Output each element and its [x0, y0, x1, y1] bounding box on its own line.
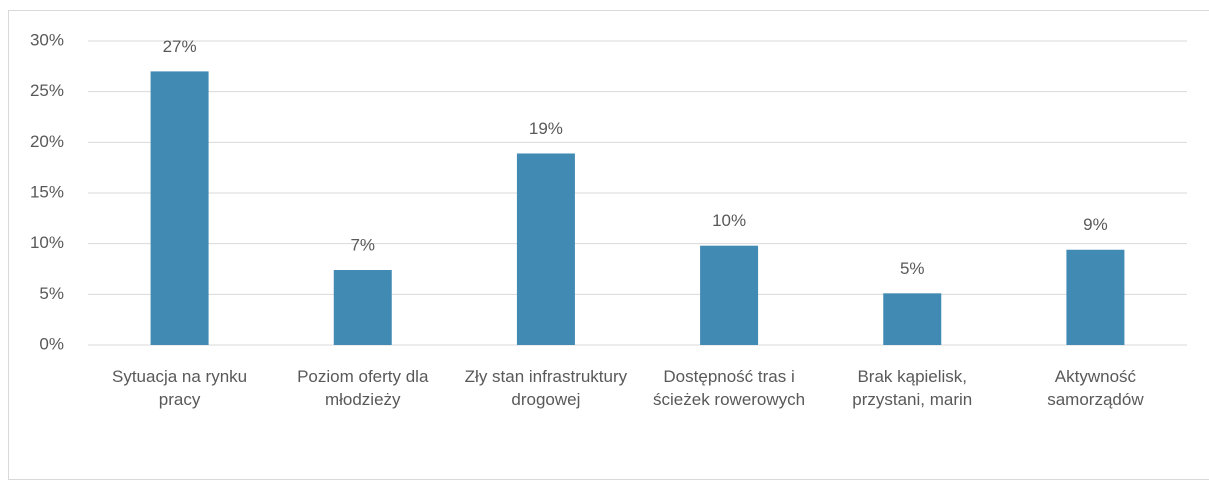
x-tick-label: Brak kąpielisk, przystani, marin	[852, 367, 973, 409]
chart: 0% 5% 10% 15% 20% 25% 30% 27% 7% 19% 10% 5% 9%	[30, 30, 1187, 353]
bar	[700, 245, 759, 345]
x-tick-label: Poziom oferty dla młodzieży	[297, 367, 429, 409]
value-label: 19%	[529, 119, 563, 138]
bar	[516, 153, 575, 345]
bar	[333, 270, 392, 345]
value-label: 7%	[350, 235, 375, 254]
x-tick-label: Sytuacja na rynku pracy	[112, 367, 248, 409]
bar	[1066, 249, 1125, 345]
value-label: 5%	[900, 259, 925, 278]
value-label: 27%	[163, 37, 197, 56]
value-label: 9%	[1083, 215, 1108, 234]
x-tick-label: Aktywność samorządów	[1047, 367, 1144, 409]
x-tick-label: Zły stan infrastruktury drogowej	[464, 367, 628, 409]
y-tick-label: 25%	[30, 81, 64, 100]
y-tick-label: 30%	[30, 30, 64, 49]
x-tick-label: Dostępność tras i ścieżek rowerowych	[653, 367, 806, 409]
y-tick-label: 0%	[39, 334, 64, 353]
y-tick-label: 15%	[30, 182, 64, 201]
y-tick-label: 20%	[30, 132, 64, 151]
y-tick-label: 10%	[30, 233, 64, 252]
page: {"chart_data": {"type": "bar", "categori…	[8, 10, 1209, 480]
y-tick-label: 5%	[39, 284, 64, 303]
value-label: 10%	[712, 211, 746, 230]
bar	[883, 293, 942, 345]
bar	[150, 71, 209, 346]
